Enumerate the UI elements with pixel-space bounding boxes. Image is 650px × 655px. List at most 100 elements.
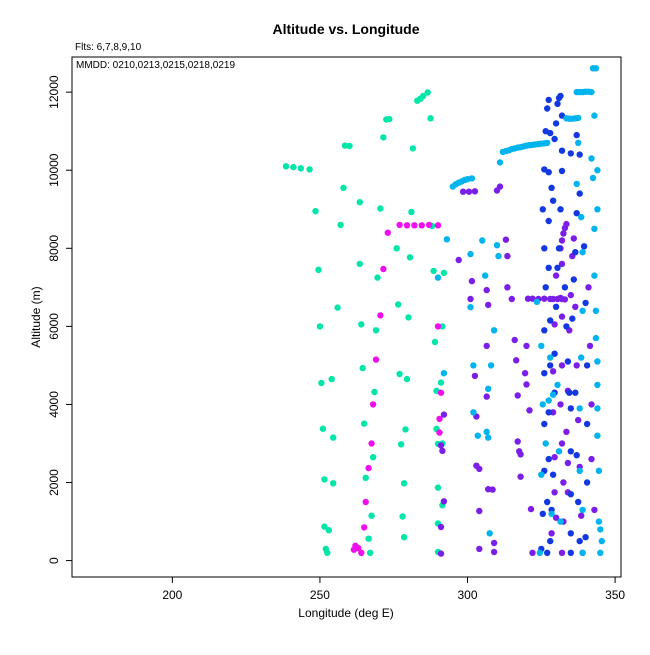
data-point bbox=[549, 368, 557, 375]
data-point bbox=[431, 338, 439, 346]
data-point bbox=[583, 479, 591, 486]
data-point bbox=[420, 92, 427, 100]
data-point bbox=[551, 135, 558, 143]
data-point bbox=[558, 147, 566, 154]
data-point bbox=[346, 142, 353, 150]
data-point bbox=[573, 210, 580, 217]
data-point bbox=[465, 188, 473, 195]
data-point bbox=[418, 222, 425, 229]
data-point bbox=[594, 358, 601, 365]
data-point bbox=[361, 524, 368, 531]
data-point bbox=[579, 549, 586, 556]
data-point bbox=[567, 549, 574, 556]
data-point bbox=[502, 236, 510, 243]
data-point bbox=[567, 291, 574, 299]
data-point bbox=[586, 342, 594, 350]
data-point bbox=[541, 295, 548, 302]
data-point bbox=[567, 491, 574, 498]
data-point bbox=[549, 295, 557, 303]
data-point bbox=[490, 539, 498, 547]
data-point bbox=[395, 301, 402, 308]
data-point bbox=[524, 295, 532, 302]
data-point bbox=[517, 473, 524, 480]
data-point bbox=[552, 514, 560, 521]
data-point bbox=[545, 217, 552, 225]
data-point bbox=[545, 96, 552, 104]
data-point bbox=[563, 428, 570, 435]
data-point bbox=[549, 391, 557, 398]
y-tick-label: 0 bbox=[47, 557, 61, 564]
data-point bbox=[380, 265, 387, 273]
data-point bbox=[443, 236, 451, 243]
data-point bbox=[567, 530, 574, 537]
data-point bbox=[402, 426, 409, 433]
data-point bbox=[545, 264, 552, 271]
y-tick-label: 8000 bbox=[47, 235, 61, 262]
data-point bbox=[542, 440, 549, 447]
data-point bbox=[547, 317, 554, 324]
chart-title: Altitude vs. Longitude bbox=[273, 21, 420, 37]
data-point bbox=[567, 405, 574, 412]
data-point bbox=[589, 174, 597, 182]
data-point bbox=[476, 545, 483, 553]
data-point bbox=[330, 434, 337, 441]
data-point bbox=[558, 237, 566, 244]
data-point bbox=[437, 550, 445, 557]
data-point bbox=[490, 548, 498, 556]
data-point bbox=[425, 221, 433, 229]
data-point bbox=[403, 222, 411, 229]
x-tick-label: 350 bbox=[605, 588, 625, 602]
data-point bbox=[585, 284, 592, 291]
data-point bbox=[437, 523, 445, 531]
data-point bbox=[595, 467, 603, 474]
data-point bbox=[529, 549, 536, 556]
data-point bbox=[583, 420, 591, 428]
y-tick-label: 2000 bbox=[47, 469, 61, 496]
data-point bbox=[374, 274, 381, 281]
data-point bbox=[576, 537, 583, 545]
y-tick-label: 6000 bbox=[47, 313, 61, 340]
data-point bbox=[436, 429, 443, 436]
data-point bbox=[384, 229, 391, 236]
data-point bbox=[552, 120, 560, 127]
plot-frame bbox=[71, 56, 622, 578]
data-point bbox=[533, 298, 541, 305]
data-point bbox=[361, 420, 368, 427]
data-point bbox=[549, 197, 557, 204]
data-point bbox=[573, 452, 580, 459]
data-point bbox=[545, 169, 552, 176]
data-point bbox=[541, 327, 548, 334]
data-point bbox=[592, 307, 600, 314]
data-point bbox=[495, 252, 502, 260]
data-point bbox=[591, 225, 598, 232]
data-point bbox=[555, 448, 563, 455]
data-point bbox=[470, 409, 477, 416]
y-tick-label: 12000 bbox=[47, 75, 61, 109]
data-point bbox=[547, 129, 554, 137]
data-points bbox=[282, 65, 605, 557]
data-point bbox=[356, 260, 363, 268]
data-point bbox=[566, 389, 573, 396]
data-point bbox=[594, 206, 601, 213]
data-point bbox=[554, 381, 561, 389]
data-point bbox=[337, 221, 344, 229]
data-point bbox=[468, 277, 476, 285]
data-point bbox=[588, 401, 595, 408]
data-point bbox=[527, 505, 535, 513]
data-point bbox=[290, 163, 297, 171]
y-tick-label: 4000 bbox=[47, 391, 61, 418]
data-point bbox=[558, 260, 566, 268]
data-point bbox=[372, 356, 380, 363]
data-point bbox=[576, 467, 583, 474]
data-point bbox=[470, 362, 477, 369]
data-point bbox=[356, 199, 363, 206]
data-point bbox=[545, 397, 552, 404]
data-point bbox=[487, 362, 495, 369]
data-point bbox=[362, 498, 369, 506]
data-point bbox=[575, 114, 582, 122]
data-point bbox=[544, 139, 551, 147]
data-point bbox=[541, 370, 548, 377]
data-point bbox=[552, 303, 560, 310]
data-point bbox=[316, 323, 324, 330]
